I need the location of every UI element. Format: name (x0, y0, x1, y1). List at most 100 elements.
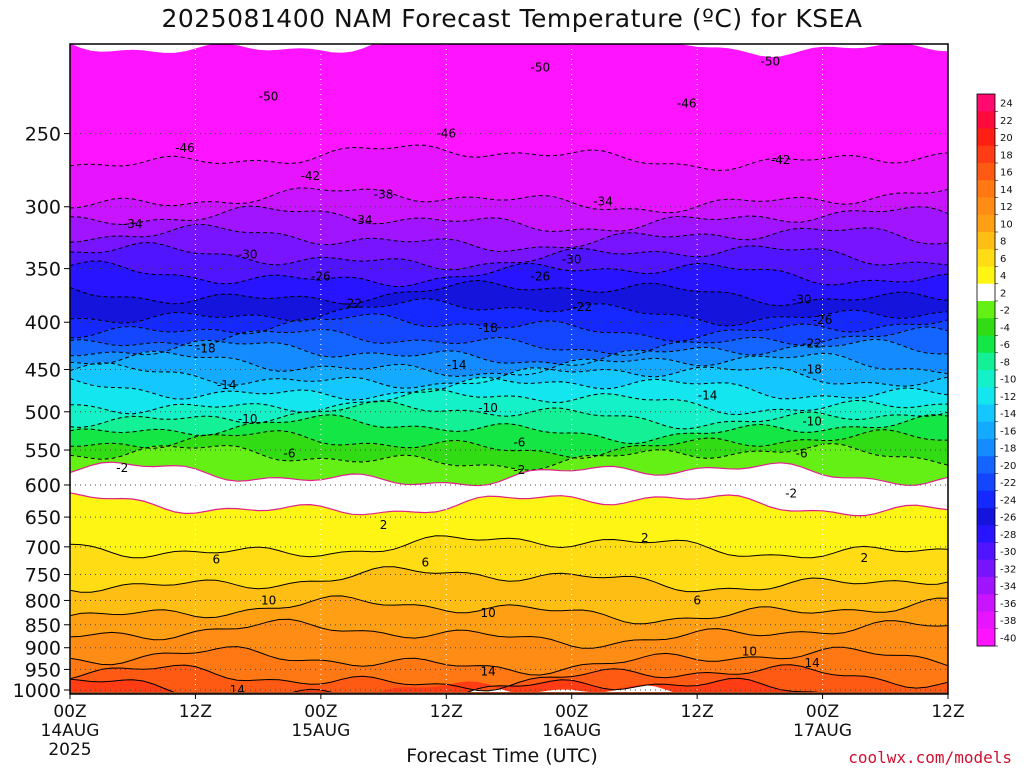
colorbar-label: 24 (1000, 99, 1013, 110)
colorbar-label: -32 (1000, 564, 1016, 575)
contour-label: -14 (447, 358, 467, 372)
colorbar-label: 14 (1000, 185, 1013, 196)
contour-label: -26 (813, 313, 833, 327)
colorbar-swatch (977, 266, 995, 285)
colorbar-label: 18 (1000, 150, 1013, 161)
colorbar-swatch (977, 404, 995, 423)
contour-label: -14 (698, 388, 718, 402)
y-tick-label: 700 (25, 537, 61, 559)
colorbar-swatch (977, 439, 995, 457)
colorbar-swatch (977, 301, 995, 319)
x-tick-label: 17AUG (793, 721, 852, 741)
contour-label: 14 (480, 665, 495, 679)
colorbar-swatch (977, 508, 995, 526)
contour-label: -10 (238, 412, 258, 426)
y-tick-label: 950 (25, 659, 61, 681)
colorbar-swatch (977, 111, 995, 129)
contour-label: 6 (693, 593, 701, 607)
isotherm-line (70, 461, 948, 487)
contour-label: -18 (196, 341, 216, 355)
contour-label: -34 (123, 217, 143, 231)
colorbar-label: 20 (1000, 133, 1013, 144)
isotherm-line (70, 242, 948, 271)
contour-label: -18 (802, 362, 822, 376)
colorbar-label: -26 (1000, 513, 1016, 524)
y-tick-label: 450 (25, 359, 61, 381)
contour-label: 2 (641, 531, 649, 545)
contour-label: -2 (513, 463, 525, 477)
isotherm-line (70, 205, 948, 233)
contour-label: -46 (677, 97, 697, 111)
contour-label: 14 (804, 656, 819, 670)
isotherm-line (70, 492, 948, 517)
colorbar-label: -6 (1000, 340, 1010, 351)
contour-label: -22 (342, 297, 362, 311)
colorbar-swatch (977, 128, 995, 147)
colorbar-label: -28 (1000, 530, 1016, 541)
colorbar-swatch (977, 473, 995, 492)
isotherm-line (70, 388, 948, 416)
contour-label: -6 (513, 436, 525, 450)
colorbar-swatch (977, 628, 995, 647)
colorbar-swatch (977, 490, 995, 509)
contour-label: -42 (301, 169, 321, 183)
x-tick-label: 2025 (48, 740, 91, 760)
colorbar-label: -14 (1000, 409, 1016, 420)
source-credit: coolwx.com/models (848, 748, 1012, 767)
x-tick-label: 00Z (304, 702, 337, 722)
y-tick-label: 400 (25, 312, 61, 334)
contour-label: -46 (436, 127, 456, 141)
y-tick-label: 1000 (13, 680, 61, 702)
contour-label: -2 (116, 461, 128, 475)
colorbar-label: -2 (1000, 306, 1010, 317)
contour-label: -38 (374, 188, 394, 202)
colorbar-label: 4 (1000, 271, 1006, 282)
x-axis-title: Forecast Time (UTC) (0, 745, 1024, 767)
colorbar-label: -16 (1000, 426, 1016, 437)
contour-label: -50 (259, 90, 279, 104)
x-tick-label: 12Z (179, 702, 212, 722)
isotherm-line (70, 362, 948, 389)
isotherm-line (70, 414, 948, 445)
colorbar-swatch (977, 232, 995, 250)
colorbar-label: -22 (1000, 478, 1016, 489)
contour-label: 10 (742, 644, 757, 658)
colorbar-label: -24 (1000, 495, 1016, 506)
isotherm-line (70, 595, 948, 625)
colorbar-label: -36 (1000, 599, 1016, 610)
y-tick-label: 500 (25, 402, 61, 424)
contour-label: -50 (761, 55, 781, 69)
isotherm-line (70, 566, 948, 593)
isotherm-line (70, 646, 948, 676)
colorbar-swatch (977, 542, 995, 561)
x-tick-label: 12Z (681, 702, 714, 722)
isotherm-line (70, 376, 948, 401)
colorbar-swatch (977, 283, 995, 302)
contour-label: -2 (785, 487, 797, 501)
contour-label: -46 (175, 141, 195, 155)
y-tick-label: 900 (25, 638, 61, 660)
colorbar-swatch (977, 214, 995, 233)
contour-label: 6 (213, 552, 221, 566)
colorbar-swatch (977, 594, 995, 612)
y-tick-label: 850 (25, 615, 61, 637)
contour-label: -6 (796, 447, 808, 461)
contour-label: -50 (531, 60, 551, 74)
isotherm-line (70, 144, 948, 172)
isotherm-line (70, 313, 948, 343)
colorbar-label: 22 (1000, 116, 1013, 127)
colorbar-swatch (977, 559, 995, 578)
isotherm-line (70, 350, 948, 377)
isotherm-line (70, 618, 948, 649)
x-tick-label: 14AUG (41, 721, 100, 741)
ground-surface (70, 692, 948, 694)
colorbar-label: -8 (1000, 357, 1010, 368)
contour-label: -30 (238, 248, 258, 262)
colorbar-swatch (977, 525, 995, 543)
isotherm-line (70, 400, 948, 430)
colorbar-swatch (977, 94, 995, 112)
isotherm-line (70, 338, 948, 366)
y-tick-label: 550 (25, 440, 61, 462)
colorbar-label: -20 (1000, 461, 1016, 472)
contour-label: -10 (478, 401, 498, 415)
